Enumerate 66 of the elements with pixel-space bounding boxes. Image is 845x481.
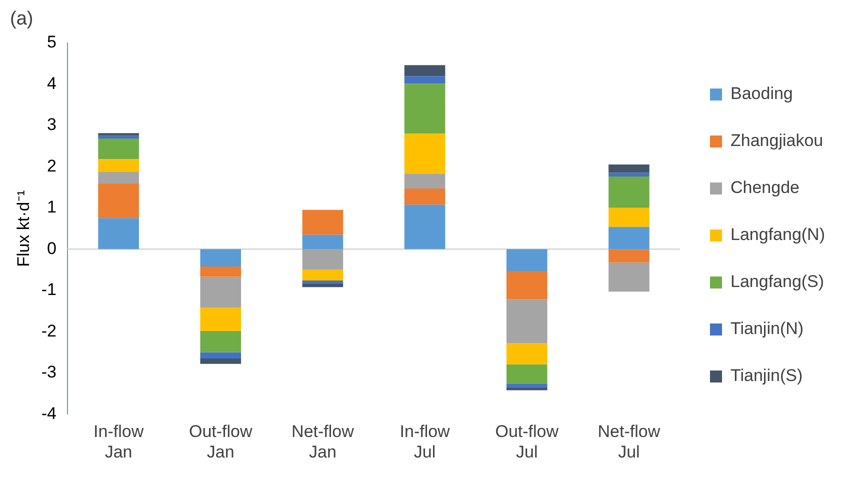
bar: [404, 84, 446, 134]
legend-label: Tianjin(S): [730, 366, 803, 386]
bar: [608, 249, 650, 262]
bar: [608, 172, 650, 177]
legend-label: Baoding: [730, 84, 793, 104]
y-tick-label: -3: [41, 362, 57, 382]
bar: [200, 352, 242, 358]
bar: [404, 134, 446, 174]
bar: [302, 283, 344, 288]
bar: [608, 164, 650, 173]
x-tick-label: In-flow Jan: [94, 422, 144, 462]
x-tick-label: Net-flow Jul: [598, 422, 661, 462]
y-tick-label: -4: [41, 404, 57, 423]
bar: [506, 249, 548, 272]
y-tick-label: 0: [47, 238, 57, 258]
bar: [506, 271, 548, 300]
bar: [98, 218, 139, 250]
y-tick-label: -2: [41, 321, 57, 340]
bar: [98, 159, 139, 172]
x-tick-label: Out-flow Jul: [495, 422, 560, 462]
bar: [302, 280, 344, 284]
legend-label: Zhangjiakou: [730, 131, 824, 150]
bar: [200, 276, 242, 308]
y-tick-label: 3: [47, 115, 57, 134]
bar: [608, 262, 650, 292]
bar: [302, 249, 344, 270]
y-tick-label: 5: [47, 32, 57, 52]
legend-label: Chengde: [730, 178, 800, 198]
bar: [200, 358, 242, 364]
bar: [98, 138, 139, 160]
bar: [506, 299, 548, 344]
bar: [200, 308, 242, 331]
bar: [302, 270, 344, 280]
bar: [404, 174, 446, 188]
bar: [404, 76, 446, 84]
y-tick-label: 2: [47, 156, 57, 176]
bar: [404, 204, 446, 250]
bar: [302, 234, 344, 250]
bar: [200, 249, 242, 266]
bar: [98, 183, 139, 218]
bar: [608, 176, 650, 208]
x-tick-label: Out-flow Jan: [188, 422, 254, 462]
bar: [98, 172, 139, 184]
legend-label: Langfang(N): [730, 225, 826, 244]
y-tick-label: 1: [47, 198, 57, 217]
y-axis-title: Flux kt·d⁻¹: [14, 190, 33, 267]
x-tick-label: Net-flow Jan: [292, 422, 355, 462]
bar: [98, 136, 139, 139]
bar: [404, 65, 446, 76]
bar: [506, 364, 548, 384]
bar: [506, 343, 548, 364]
bar: [608, 226, 650, 250]
bar: [98, 133, 139, 136]
legend-label: Tianjin(N): [730, 319, 804, 338]
bar: [302, 210, 344, 235]
bar: [608, 208, 650, 227]
bar: [404, 188, 446, 205]
y-tick-label: -1: [41, 280, 57, 300]
y-tick-label: 4: [47, 74, 57, 93]
bar: [506, 387, 548, 390]
x-tick-label: In-flow Jul: [400, 422, 451, 462]
bar: [200, 266, 242, 277]
legend-label: Langfang(S): [730, 272, 824, 292]
bar: [506, 384, 548, 388]
bar: [200, 330, 242, 352]
chart-title: (a): [10, 8, 34, 30]
